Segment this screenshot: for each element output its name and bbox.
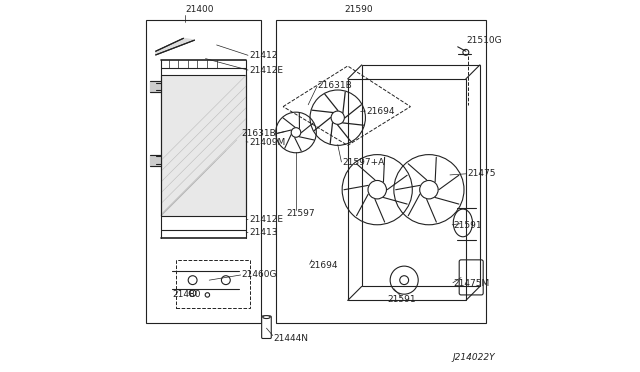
Text: 21631B: 21631B <box>318 81 353 90</box>
Polygon shape <box>150 81 161 92</box>
Circle shape <box>331 111 344 124</box>
Bar <box>176 260 250 308</box>
Circle shape <box>205 293 210 297</box>
Text: 21480: 21480 <box>172 291 201 299</box>
Circle shape <box>420 180 438 199</box>
Circle shape <box>463 49 468 55</box>
Text: 21591: 21591 <box>387 295 416 304</box>
Text: 21412E: 21412E <box>249 65 283 74</box>
Text: 21412E: 21412E <box>249 215 283 224</box>
Text: 21694: 21694 <box>310 260 338 269</box>
Polygon shape <box>150 155 161 166</box>
Text: 21590: 21590 <box>344 5 372 14</box>
Bar <box>348 79 466 301</box>
Bar <box>276 20 486 323</box>
Text: 21400: 21400 <box>185 5 214 14</box>
Ellipse shape <box>263 315 270 318</box>
Text: 21460G: 21460G <box>242 270 277 279</box>
Text: 21597: 21597 <box>287 209 316 218</box>
Bar <box>161 75 246 215</box>
FancyBboxPatch shape <box>262 316 271 339</box>
Text: 21694: 21694 <box>366 106 395 116</box>
Polygon shape <box>156 38 195 55</box>
Text: 21597+A: 21597+A <box>342 158 385 167</box>
Text: 21409M: 21409M <box>249 138 285 147</box>
Bar <box>362 65 480 286</box>
Bar <box>147 20 261 323</box>
Text: 21510G: 21510G <box>467 36 502 45</box>
Circle shape <box>291 128 301 137</box>
Circle shape <box>188 276 197 285</box>
Circle shape <box>189 290 196 296</box>
Text: 21591: 21591 <box>453 221 481 230</box>
Text: 21475: 21475 <box>468 169 496 178</box>
Circle shape <box>400 276 408 285</box>
Text: 21412: 21412 <box>249 51 278 60</box>
Text: 21444N: 21444N <box>274 334 309 343</box>
Circle shape <box>221 276 230 285</box>
Text: 21413: 21413 <box>249 228 278 237</box>
Text: 21631B: 21631B <box>242 129 276 138</box>
Circle shape <box>368 180 387 199</box>
Text: J214022Y: J214022Y <box>452 353 495 362</box>
Text: 21475M: 21475M <box>454 279 490 288</box>
